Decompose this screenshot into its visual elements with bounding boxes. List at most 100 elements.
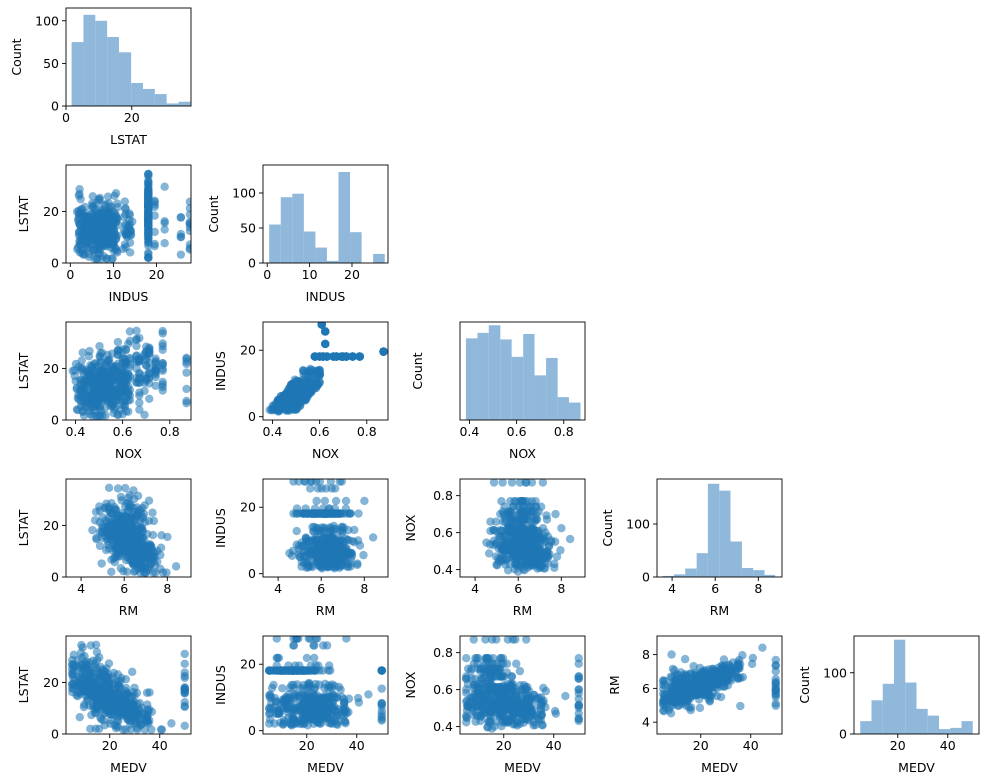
axes-frame [459, 478, 586, 578]
x-axis-label: RM [710, 603, 729, 618]
scatter-point [302, 653, 312, 663]
x-axis-label: NOX [115, 446, 142, 461]
y-axis-label: LSTAT [16, 352, 31, 389]
scatter-point [485, 718, 495, 727]
scatter-point [97, 559, 106, 568]
scatter-point [482, 653, 491, 663]
hist-bar [568, 402, 581, 420]
scatter-point [118, 511, 128, 521]
scatter-point [160, 218, 169, 228]
axes-frame [262, 321, 389, 421]
scatter-point [337, 523, 346, 532]
scatter-point [107, 675, 116, 684]
scatter-point [344, 694, 354, 703]
scatter-point [140, 386, 149, 396]
hist-bar [685, 568, 697, 577]
scatter-point [129, 567, 139, 577]
scatter-point [105, 684, 114, 693]
scatter-point [531, 556, 540, 566]
y-tick-label: 20 [43, 361, 59, 376]
x-tick-label: 0.6 [113, 424, 133, 439]
scatter-point [494, 557, 504, 566]
scatter-point [304, 636, 313, 643]
scatter-point [322, 641, 332, 650]
scatter-point [75, 712, 84, 722]
scatter-point [301, 666, 311, 675]
scatter-point [507, 517, 516, 526]
scatter-point [574, 674, 583, 683]
scatter-point [329, 694, 339, 703]
scatter-point [76, 689, 85, 699]
hist-bar [154, 94, 167, 106]
scatter-point [354, 698, 364, 707]
hist-bar [83, 14, 96, 106]
scatter-point [515, 509, 524, 519]
scatter-point [498, 682, 508, 692]
scatter-point [133, 531, 142, 540]
scatter-point [147, 725, 156, 734]
scatter-point [502, 659, 512, 668]
scatter-point [158, 341, 167, 351]
scatter-point [360, 496, 369, 506]
scatter-point [103, 350, 112, 360]
plot-area [68, 326, 191, 420]
scatter-point [462, 697, 471, 706]
x-tick-label: 8 [557, 581, 565, 596]
hist-bar [696, 553, 708, 577]
scatter-point [304, 562, 313, 571]
scatter-point [495, 525, 505, 535]
scatter-point [132, 334, 141, 343]
scatter-point [95, 205, 104, 214]
y-tick-label: 100 [626, 517, 650, 532]
scatter-point [68, 679, 77, 688]
scatter-point [91, 381, 100, 391]
x-axis-label: NOX [509, 446, 536, 461]
scatter-point [103, 216, 113, 225]
axes-frame [262, 478, 389, 578]
scatter-point [114, 220, 123, 230]
x-tick-label: 4 [471, 581, 479, 596]
x-tick-label: 10 [302, 267, 318, 282]
scatter-point [76, 194, 85, 204]
x-axis-label: RM [513, 603, 532, 618]
scatter-point [469, 636, 478, 644]
y-tick-label: 20 [240, 343, 256, 358]
scatter-point [158, 386, 167, 395]
x-tick-label: 0 [62, 110, 70, 125]
scatter-point [108, 700, 117, 710]
scatter-point [288, 381, 297, 390]
scatter-point [574, 653, 583, 663]
scatter-point [114, 716, 123, 726]
scatter-point [120, 197, 130, 206]
y-axis-label: Count [410, 352, 425, 389]
scatter-point [270, 403, 280, 413]
scatter-point [72, 384, 82, 394]
scatter-point [158, 364, 167, 374]
scatter-point [151, 368, 160, 377]
hist-bar [764, 574, 776, 577]
x-tick-label: 20 [102, 738, 118, 753]
scatter-point [130, 511, 139, 520]
scatter-point [315, 540, 325, 549]
scatter-point [312, 496, 321, 506]
scatter-point [80, 700, 89, 709]
scatter-point [144, 253, 153, 263]
scatter-point [289, 479, 298, 486]
y-tick-label: 100 [35, 13, 59, 28]
scatter-point [95, 193, 105, 203]
scatter-point [298, 384, 307, 393]
scatter-point [491, 517, 501, 526]
scatter-point [107, 567, 116, 577]
scatter-point [771, 667, 780, 676]
scatter-point [336, 710, 346, 720]
scatter-point [492, 636, 501, 644]
y-tick-label: 20 [43, 675, 59, 690]
hist-bar [303, 231, 316, 263]
scatter-point [533, 713, 543, 723]
scatter-point [516, 706, 525, 716]
scatter-point [150, 196, 159, 206]
